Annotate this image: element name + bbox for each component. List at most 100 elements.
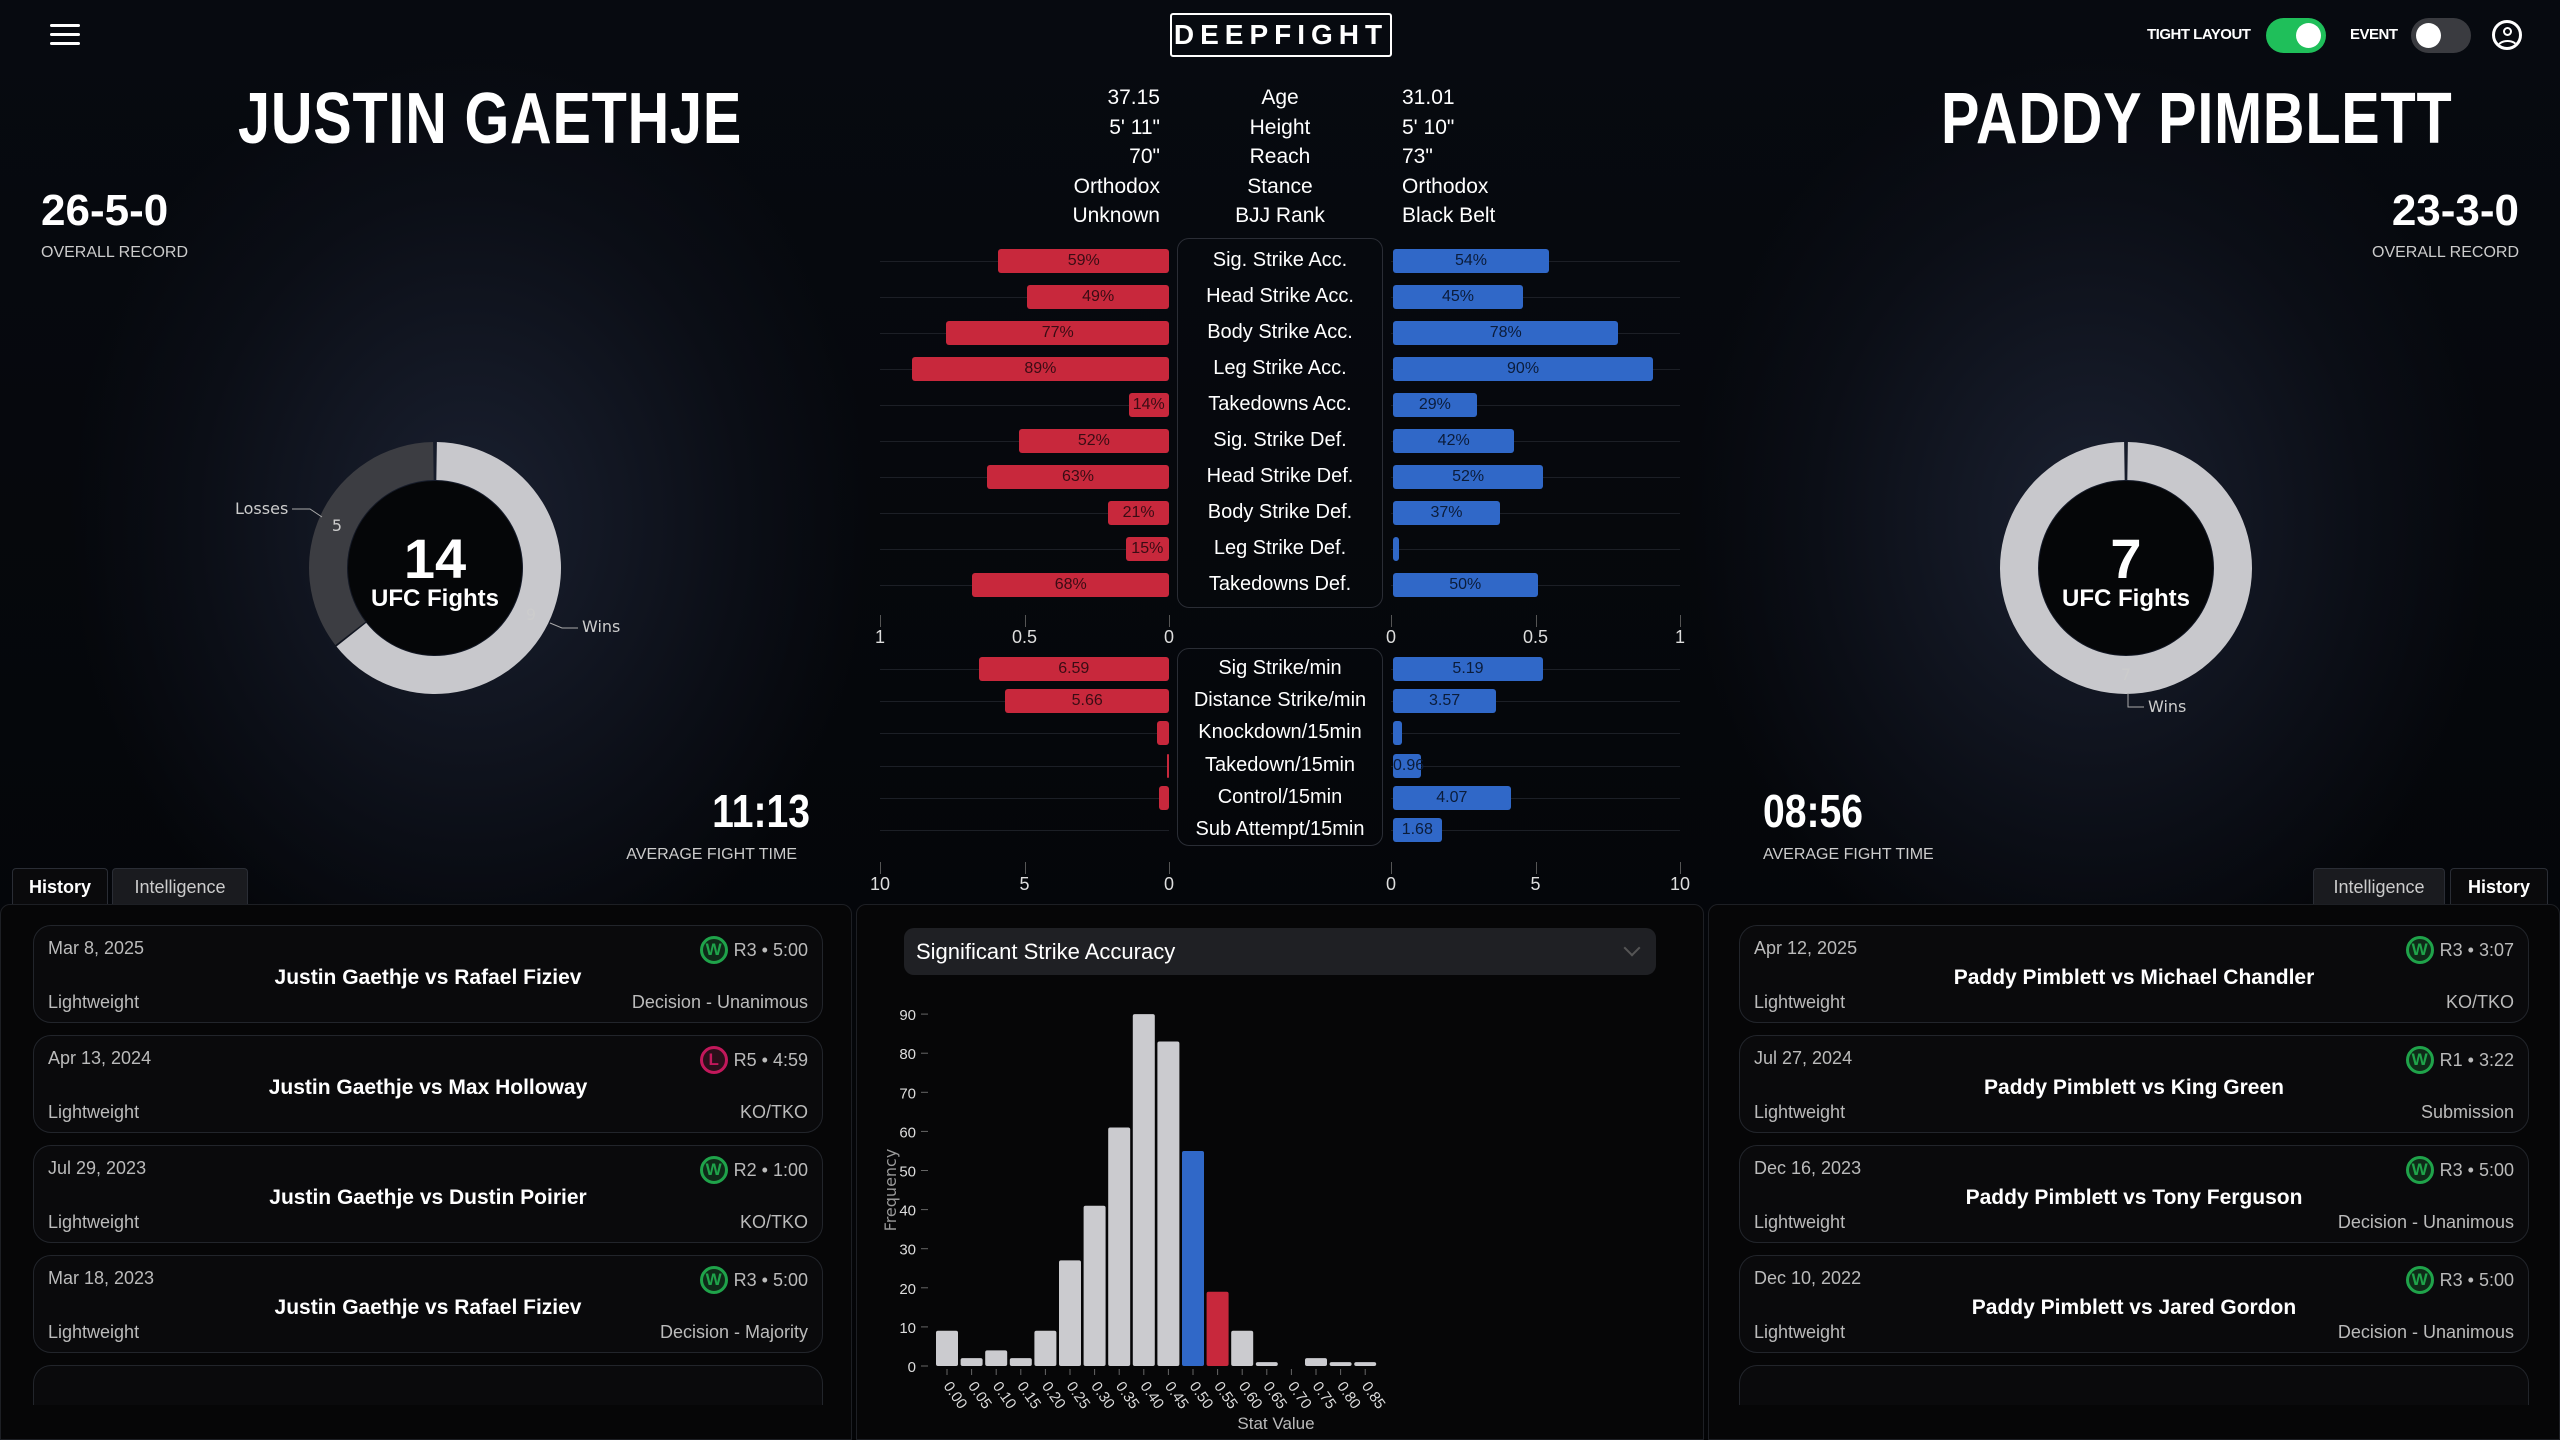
left-history-panel[interactable]: Mar 8, 2025 W R3 • 5:00 Justin Gaethje vs R… [0, 904, 852, 1440]
round-time: R3 • 5:00 [733, 1269, 808, 1290]
y-tick-label: 0 [908, 1359, 916, 1376]
left-tab-intelligence[interactable]: Intelligence [112, 868, 248, 904]
right-stat-bar [1393, 721, 1402, 746]
history-card[interactable]: Apr 13, 2024 L R5 • 4:59 Justin Gaethje vs … [33, 1035, 823, 1133]
bio-label: Reach [1249, 145, 1311, 168]
fight-title: Paddy Pimblett vs Jared Gordon [1971, 1296, 2297, 1319]
right-history-panel[interactable]: Apr 12, 2025 W R3 • 3:07 Paddy Pimblett vs … [1708, 904, 2560, 1440]
gridline [880, 297, 1169, 298]
user-circle-icon[interactable] [2492, 20, 2522, 50]
y-tick-label: 70 [899, 1085, 916, 1102]
history-card[interactable]: Mar 18, 2023 W R3 • 5:00 Justin Gaethje vs … [33, 1255, 823, 1353]
right-stat-bar: 0.96 [1393, 753, 1424, 778]
left-stat-bar: 14% [1128, 393, 1169, 417]
tight-layout-label: TIGHT LAYOUT [2147, 26, 2251, 43]
bio-label: Height [1249, 115, 1311, 139]
axis-tick-label: 5 [1019, 874, 1030, 894]
fight-method: Decision - Unanimous [2337, 1212, 2514, 1232]
x-tick-label: 0.10 [989, 1379, 1020, 1413]
histogram-bar [1206, 1291, 1229, 1366]
history-card[interactable]: Dec 16, 2023 W R3 • 5:00 Paddy Pimblett vs … [1739, 1145, 2529, 1243]
weight-class: Lightweight [1754, 1322, 1846, 1342]
gridline [880, 765, 1169, 767]
y-axis-label: Frequency [881, 1149, 900, 1232]
gridline [1391, 297, 1680, 298]
history-card[interactable]: Mar 8, 2025 W R3 • 5:00 Justin Gaethje vs R… [33, 925, 823, 1023]
right-avg-fight-time: 08:56 [1763, 785, 1864, 837]
right-stat-bar: 52% [1393, 465, 1544, 489]
stat-select-dropdown[interactable]: Significant Strike Accuracy [904, 928, 1656, 975]
history-card[interactable]: Dec 10, 2022 W R3 • 5:00 Paddy Pimblett vs … [1739, 1255, 2529, 1353]
stat-label: Sig. Strike Acc. [1212, 249, 1348, 271]
round-time: R3 • 5:00 [733, 939, 808, 960]
fight-title: Justin Gaethje vs Dustin Poirier [269, 1186, 587, 1209]
histogram-bar [1059, 1260, 1081, 1366]
gridline [1391, 830, 1680, 831]
bio-left-value: 37.15 [1107, 86, 1160, 109]
axis-tick [880, 615, 881, 627]
left-stat-bar: 6.59 [978, 657, 1169, 681]
history-card[interactable]: Apr 12, 2025 W R3 • 3:07 Paddy Pimblett vs … [1739, 925, 2529, 1023]
fight-method: Submission [2420, 1102, 2514, 1122]
bio-label: BJJ Rank [1235, 204, 1325, 227]
weight-class: Lightweight [1754, 1102, 1846, 1122]
fight-result: W R3 • 5:00 [699, 1266, 808, 1294]
bio-right-value: 5' 10" [1402, 115, 1455, 139]
left-stat-bar: 21% [1108, 501, 1169, 525]
gridline [1391, 733, 1680, 735]
axis-tick-label: 0 [1385, 874, 1396, 894]
fight-date: Mar 18, 2023 [48, 1268, 155, 1288]
win-badge-icon: W [699, 1156, 728, 1184]
gridline [1391, 513, 1680, 514]
histogram-bar [936, 1330, 958, 1366]
left-avg-fight-time: 11:13 [712, 785, 810, 837]
event-toggle[interactable] [2411, 18, 2471, 53]
left-stat-bar [1167, 753, 1169, 778]
round-time: R1 • 3:22 [2439, 1049, 2514, 1070]
fight-date: Apr 13, 2024 [48, 1048, 152, 1068]
right-tab-history[interactable]: History [2450, 868, 2548, 904]
tight-layout-toggle[interactable] [2266, 18, 2326, 53]
right-stat-bar: 78% [1393, 321, 1619, 345]
fight-date: Apr 12, 2025 [1754, 938, 1858, 958]
stat-label: Takedowns Acc. [1208, 393, 1352, 415]
right-stat-bar: 54% [1393, 249, 1550, 273]
histogram-chart: 01020304050607080900.000.050.100.150.200… [881, 1007, 1389, 1433]
left-stat-bar: 59% [998, 249, 1169, 273]
fight-method: KO/TKO [739, 1102, 808, 1122]
bio-right-value: 31.01 [1402, 86, 1455, 109]
left-tab-history[interactable]: History [12, 868, 108, 904]
x-tick-label: 0.15 [1014, 1379, 1045, 1413]
axis-tick [880, 862, 881, 874]
fight-result: W R3 • 5:00 [699, 936, 808, 964]
losses-value: 5 [332, 516, 342, 535]
losses-label: Losses [235, 499, 288, 518]
stat-label: Head Strike Def. [1206, 465, 1354, 487]
x-tick-label: 0.45 [1161, 1379, 1192, 1413]
history-card-partial[interactable] [1739, 1365, 2529, 1405]
histogram-bar [1255, 1362, 1278, 1366]
y-tick-label: 10 [899, 1320, 916, 1337]
hamburger-icon[interactable] [50, 24, 80, 46]
history-card[interactable]: Jul 29, 2023 W R2 • 1:00 Justin Gaethje vs … [33, 1145, 823, 1243]
right-tab-intelligence[interactable]: Intelligence [2313, 868, 2445, 904]
bio-left-value: Orthodox [1073, 174, 1160, 198]
stat-label: Control/15min [1217, 785, 1343, 808]
axis-tick-label: 0 [1163, 874, 1174, 894]
left-stat-bar: 89% [911, 357, 1169, 381]
history-card[interactable]: Jul 27, 2024 W R1 • 3:22 Paddy Pimblett vs … [1739, 1035, 2529, 1133]
win-badge-icon: W [2405, 1046, 2434, 1074]
history-card-partial[interactable] [33, 1365, 823, 1405]
fight-date: Dec 10, 2022 [1754, 1268, 1862, 1288]
y-tick-label: 30 [899, 1242, 916, 1259]
fight-title: Paddy Pimblett vs Michael Chandler [1953, 966, 2315, 989]
bio-left-value: 70" [1129, 145, 1160, 168]
stat-label: Leg Strike Def. [1213, 537, 1347, 559]
axis-tick-label: 1 [874, 627, 885, 647]
ufc-fights-count: 14 [404, 527, 466, 590]
loss-badge-icon: L [699, 1046, 728, 1074]
wins-segment [336, 442, 561, 694]
gridline [880, 797, 1169, 799]
